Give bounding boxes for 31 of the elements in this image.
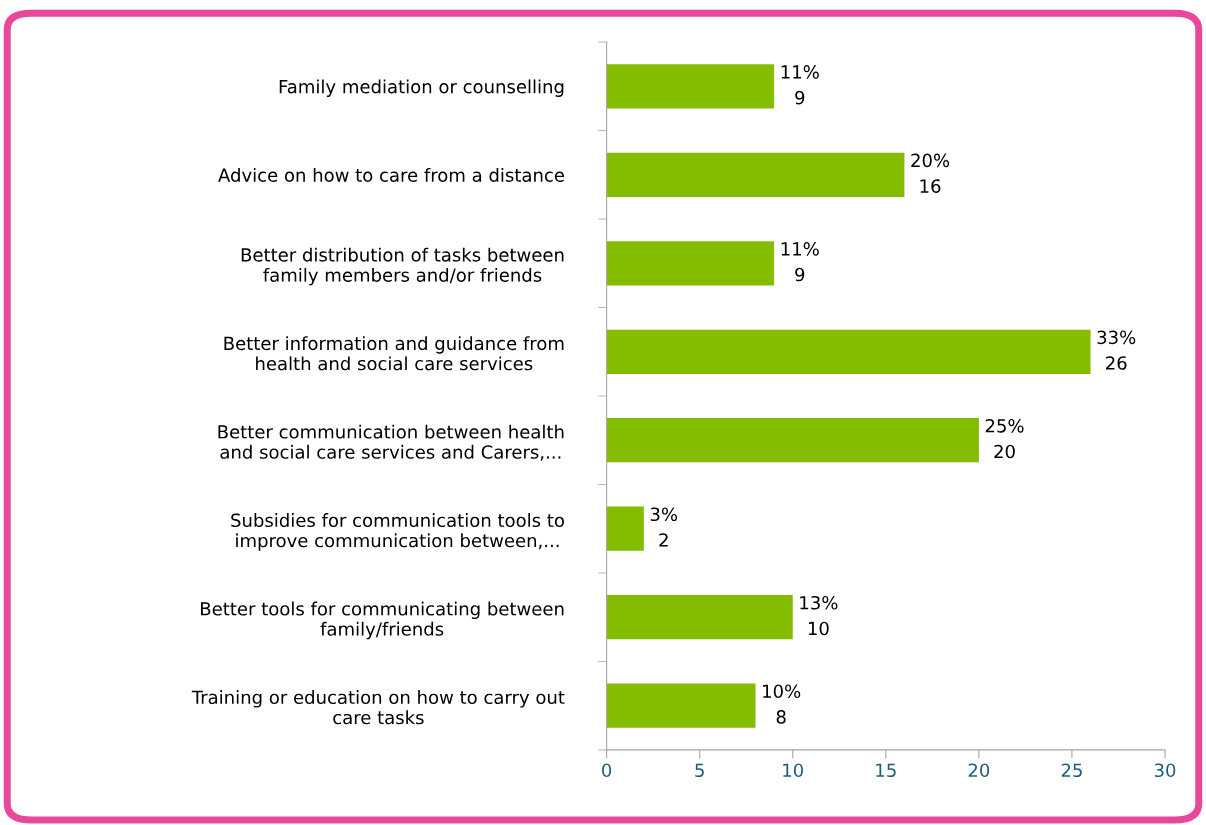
bar [606, 64, 775, 109]
data-label: 20% 16 [911, 153, 950, 193]
x-tick-label: 25 [1061, 763, 1082, 778]
y-tick-label: Better information and guidance from health and social care services [224, 336, 564, 371]
data-label: 10% 8 [763, 684, 801, 724]
y-tick-label: Advice on how to care from a distance [218, 167, 564, 182]
bar [606, 418, 979, 463]
y-tick-label: Subsidies for communication tools to improve communication between,... [231, 513, 564, 551]
y-tick-label: Training or education on how to carry out care tasks [191, 690, 565, 725]
y-tick-label: Better communication between health and social care services and Carers,... [218, 424, 564, 461]
x-tick-label: 30 [1154, 763, 1176, 778]
y-tick-label: Family mediation or counselling [279, 79, 564, 97]
data-label: 3% 2 [650, 507, 678, 547]
data-label: 33% 26 [1097, 330, 1136, 370]
bar [606, 683, 756, 728]
data-label: 11% 9 [781, 242, 819, 282]
y-tick-label: Better distribution of tasks between family members and/or friends [241, 247, 564, 286]
y-tick-label: Better tools for communicating between family/friends [201, 601, 564, 640]
bar [606, 329, 1091, 374]
data-label: 25% 20 [985, 418, 1024, 459]
bar [606, 595, 793, 640]
x-tick-label: 20 [968, 763, 990, 778]
x-tick-label: 10 [783, 763, 804, 778]
bar [606, 152, 905, 197]
x-tick-label: 15 [876, 763, 896, 778]
x-tick-label: 0 [602, 763, 612, 778]
bar [606, 506, 644, 551]
x-tick-label: 5 [695, 763, 704, 778]
bar [606, 241, 775, 286]
data-label: 13% 10 [800, 595, 838, 636]
data-label: 11% 9 [781, 65, 819, 105]
